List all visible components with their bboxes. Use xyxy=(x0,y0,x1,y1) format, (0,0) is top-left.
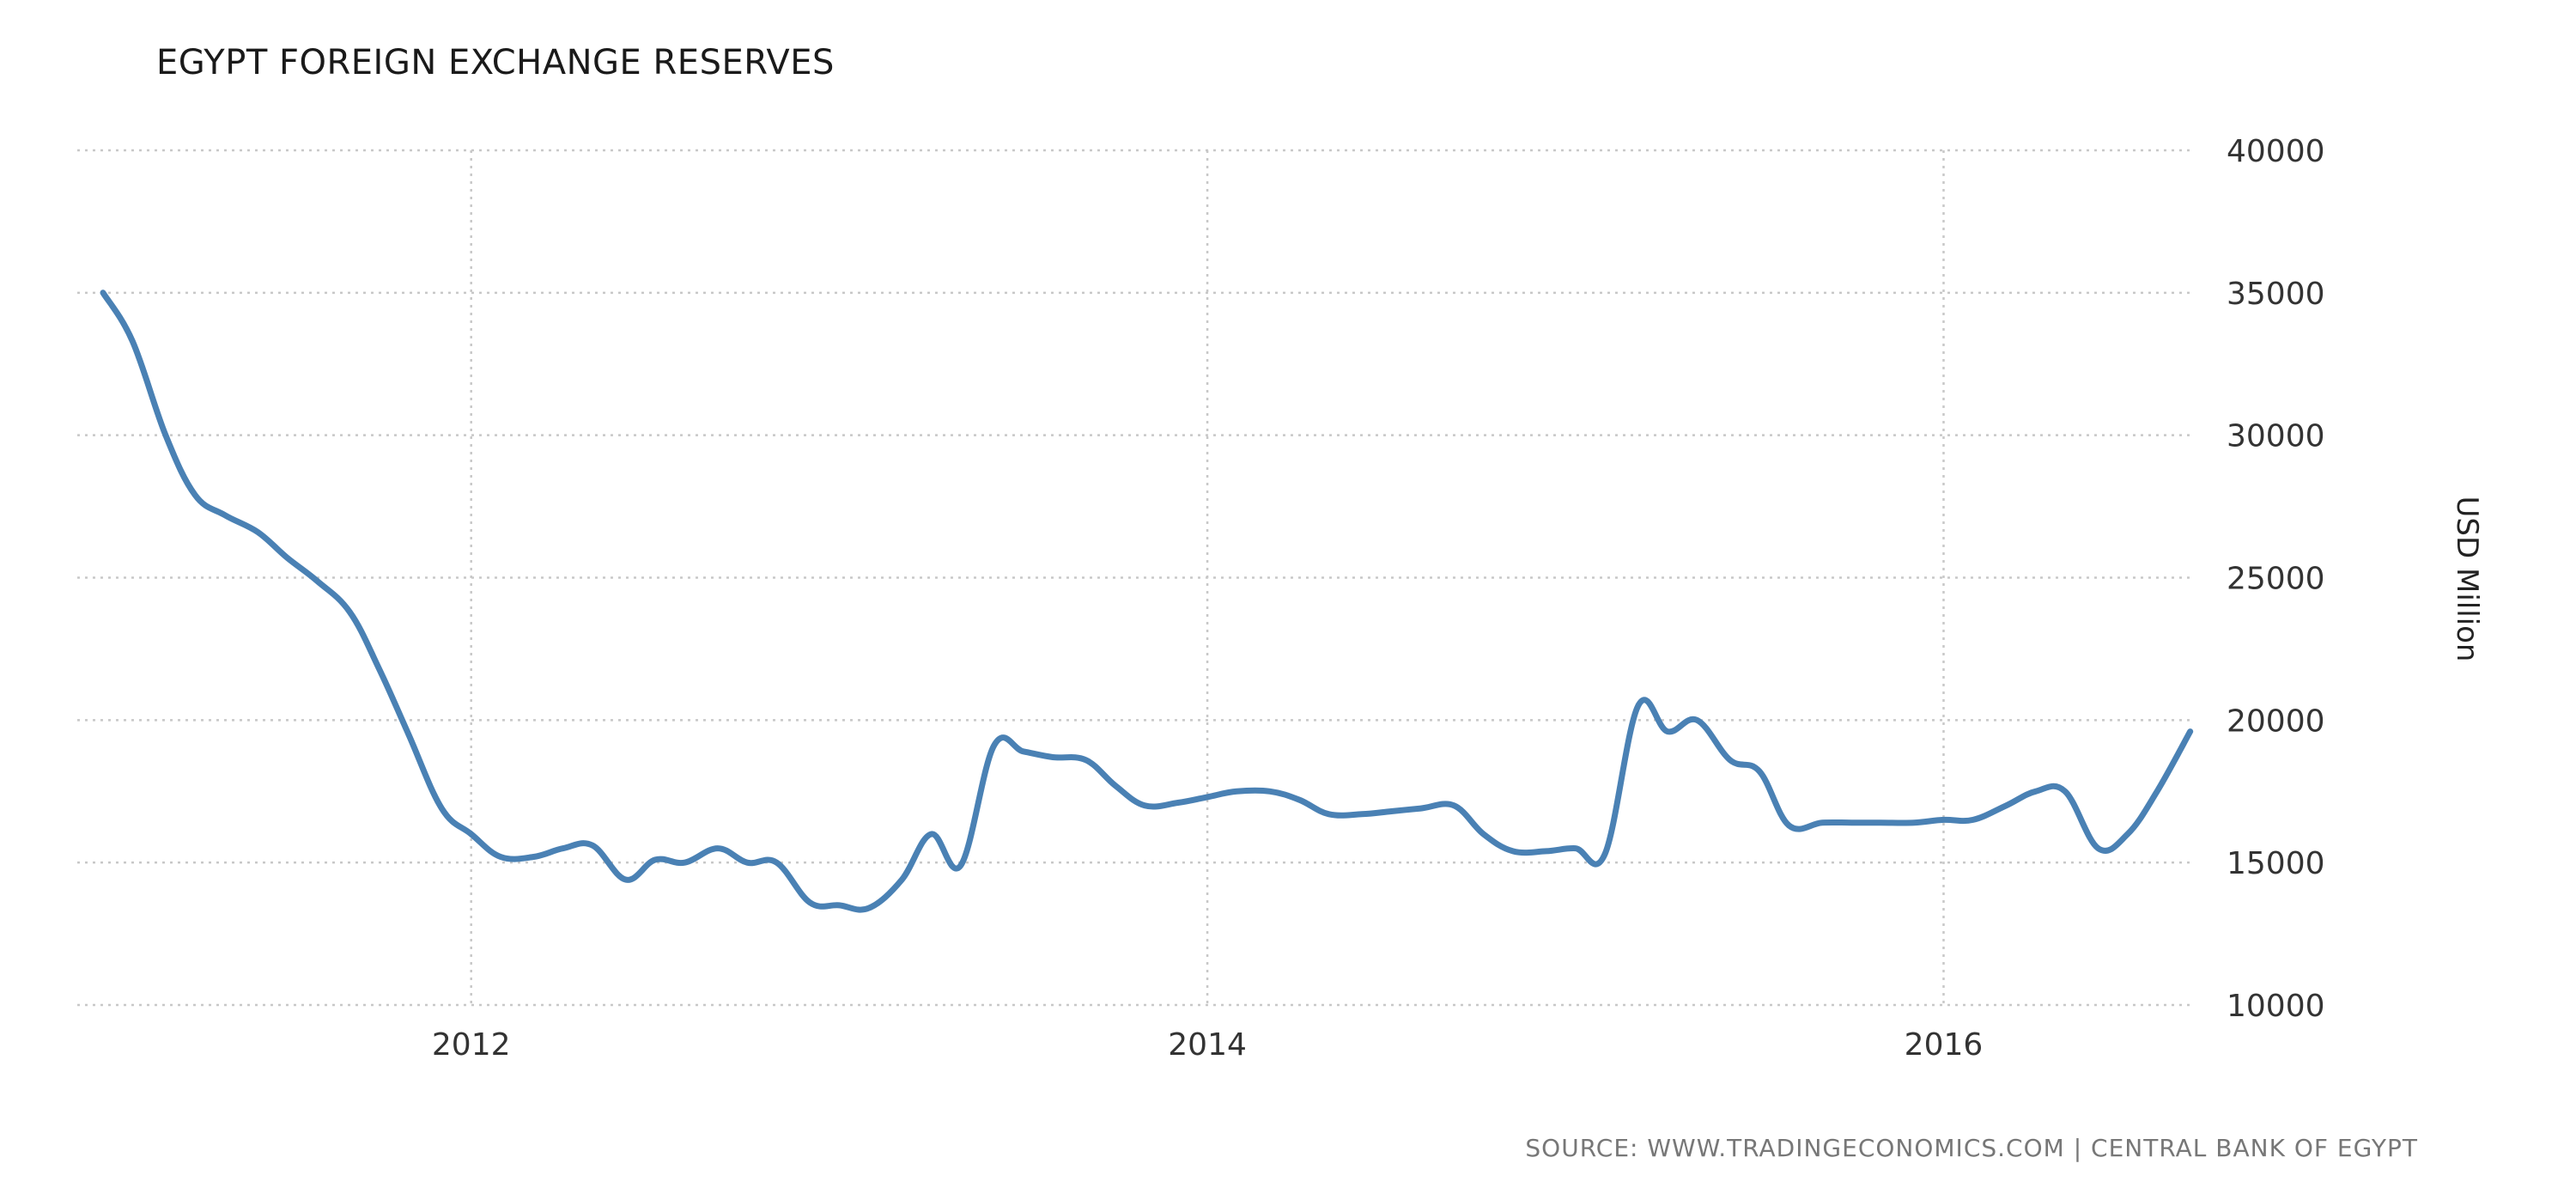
source-attribution: SOURCE: WWW.TRADINGECONOMICS.COM | CENTR… xyxy=(1525,1134,2418,1162)
y-tick-label: 15000 xyxy=(2227,846,2325,881)
y-axis-label: USD Million xyxy=(2450,496,2484,662)
reserves-series-line xyxy=(100,289,2194,913)
y-tick-label: 25000 xyxy=(2227,562,2325,597)
y-tick-label: 20000 xyxy=(2227,704,2325,739)
y-tick-label: 35000 xyxy=(2227,277,2325,312)
y-tick-label: 40000 xyxy=(2227,134,2325,169)
y-tick-label: 10000 xyxy=(2227,989,2325,1024)
y-axis-tick-labels: 10000 15000 20000 25000 30000 35000 40000 xyxy=(2227,134,2325,1024)
gridlines xyxy=(77,149,2194,1007)
chart-title: EGYPT FOREIGN EXCHANGE RESERVES xyxy=(156,43,835,82)
x-tick-label: 2016 xyxy=(1905,1027,1984,1063)
x-axis-tick-labels: 2012 2014 2016 xyxy=(432,1027,1983,1063)
x-tick-label: 2014 xyxy=(1168,1027,1247,1063)
x-tick-label: 2012 xyxy=(432,1027,511,1063)
y-tick-label: 30000 xyxy=(2227,419,2325,454)
